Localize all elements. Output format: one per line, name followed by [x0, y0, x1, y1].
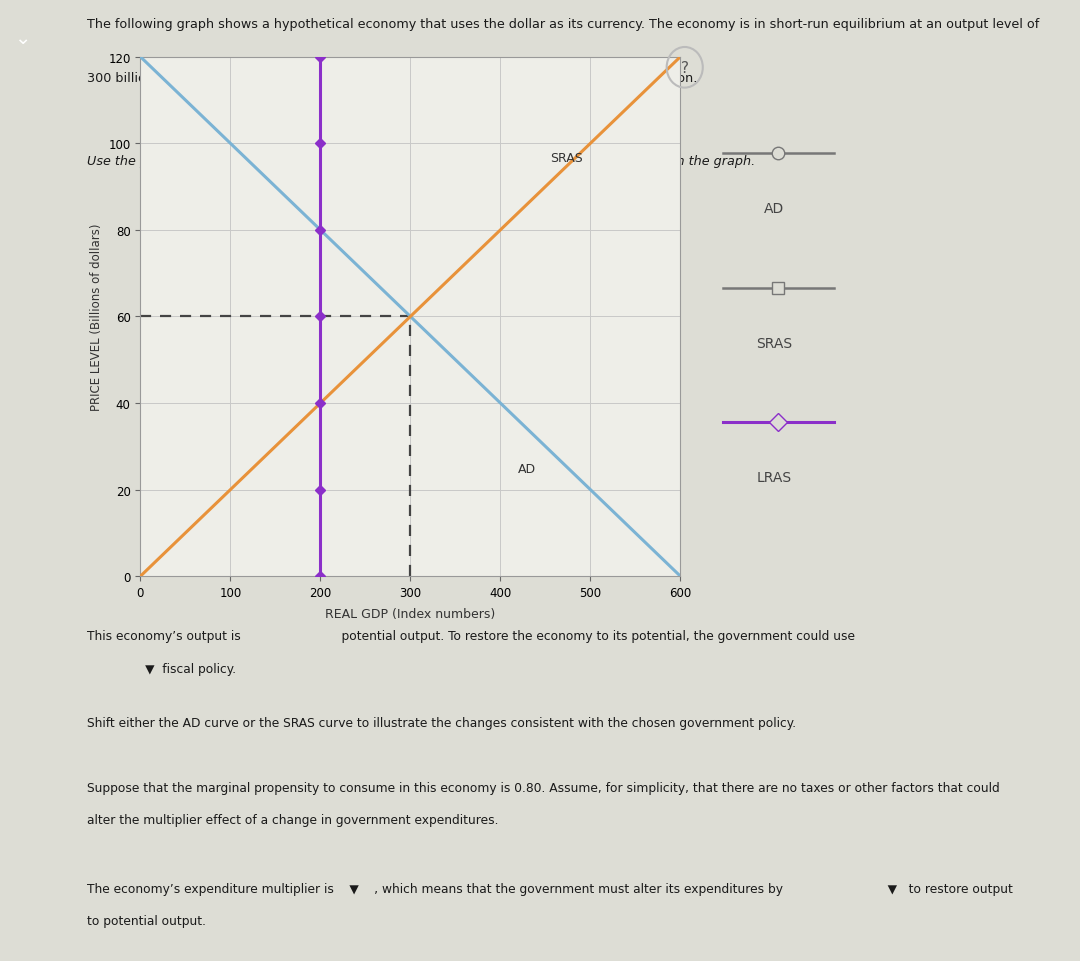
Text: ▼  fiscal policy.: ▼ fiscal policy.: [86, 662, 235, 675]
Text: ?: ?: [680, 61, 689, 76]
Text: Shift either the AD curve or the SRAS curve to illustrate the changes consistent: Shift either the AD curve or the SRAS cu…: [86, 716, 796, 729]
Text: LRAS: LRAS: [756, 471, 792, 485]
Text: ⌄: ⌄: [14, 29, 31, 48]
Text: to potential output.: to potential output.: [86, 914, 206, 927]
Text: AD: AD: [518, 463, 537, 476]
Text: AD: AD: [764, 202, 784, 216]
Text: Suppose that the marginal propensity to consume in this economy is 0.80. Assume,: Suppose that the marginal propensity to …: [86, 780, 999, 794]
Text: SRAS: SRAS: [756, 336, 792, 351]
Text: SRAS: SRAS: [550, 152, 582, 164]
Text: Use the purple line (diamond symbols) to plot the long-run aggregate supply (LRA: Use the purple line (diamond symbols) to…: [86, 155, 755, 168]
X-axis label: REAL GDP (Index numbers): REAL GDP (Index numbers): [325, 607, 496, 621]
Text: The economy’s expenditure multiplier is    ▼    , which means that the governmen: The economy’s expenditure multiplier is …: [86, 882, 1013, 895]
Text: alter the multiplier effect of a change in government expenditures.: alter the multiplier effect of a change …: [86, 813, 498, 826]
Text: The following graph shows a hypothetical economy that uses the dollar as its cur: The following graph shows a hypothetical…: [86, 18, 1039, 31]
Text: This economy’s output is                          potential output. To restore t: This economy’s output is potential outpu…: [86, 629, 854, 643]
Y-axis label: PRICE LEVEL (Billions of dollars): PRICE LEVEL (Billions of dollars): [90, 224, 103, 410]
Text: 300 billion and a price level of 60. Suppose that the economy’s potential output: 300 billion and a price level of 60. Sup…: [86, 71, 697, 85]
